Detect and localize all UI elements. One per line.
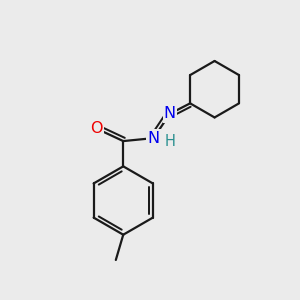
Text: N: N [148, 130, 160, 146]
Text: O: O [90, 121, 103, 136]
Text: N: N [164, 106, 176, 121]
Text: H: H [164, 134, 175, 148]
